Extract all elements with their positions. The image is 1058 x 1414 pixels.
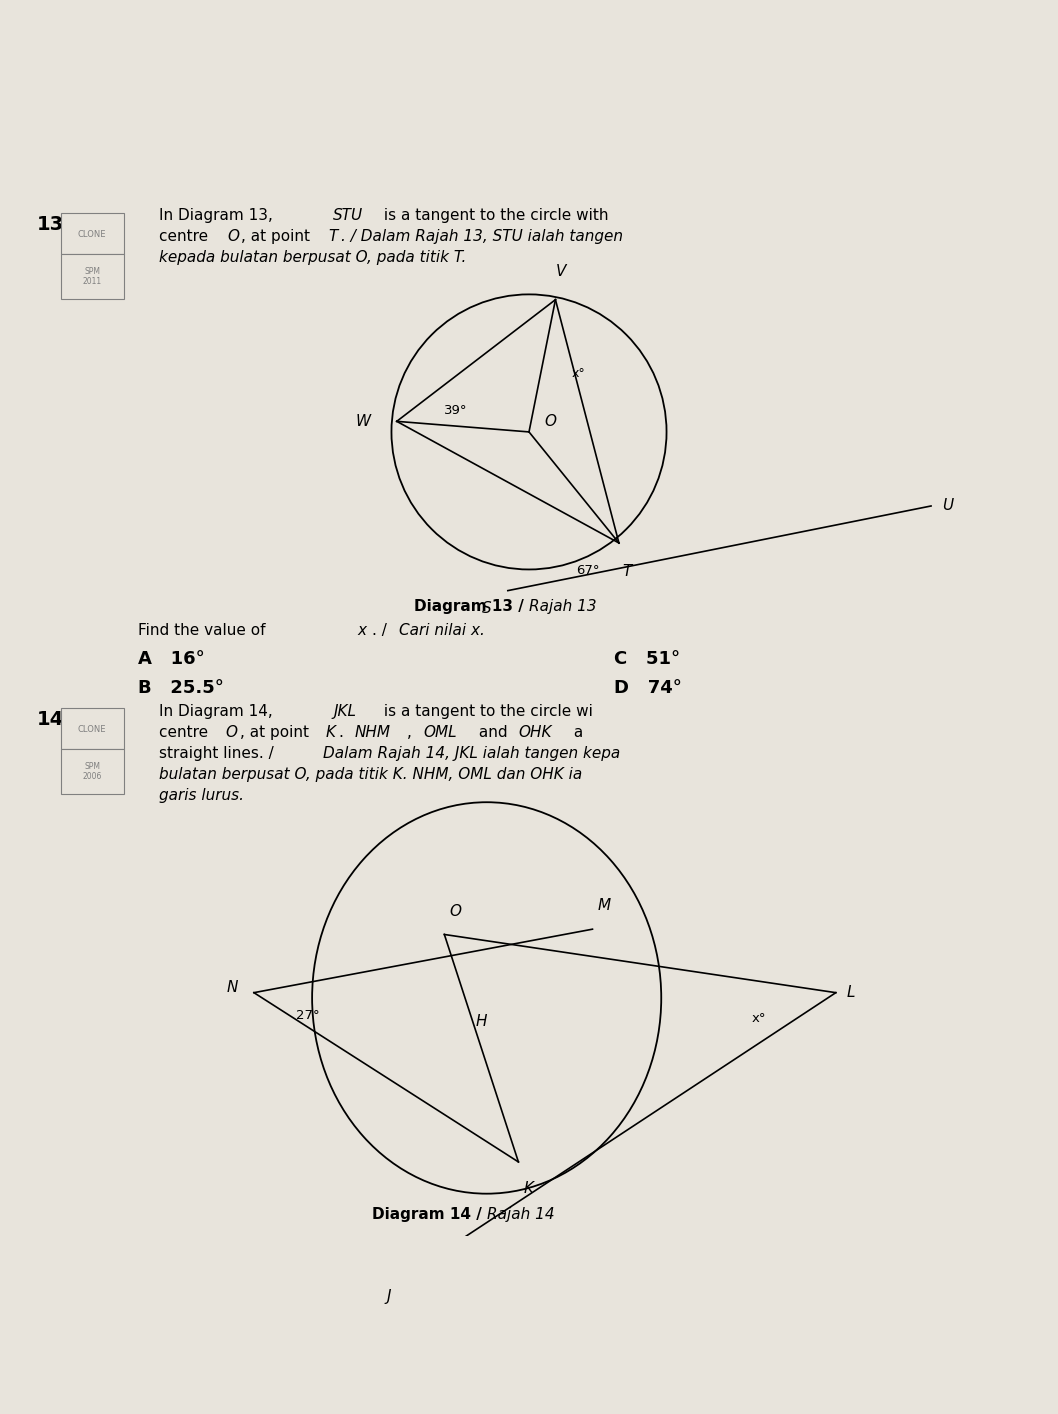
Text: N: N	[226, 980, 238, 995]
Text: Find the value of: Find the value of	[138, 624, 270, 638]
Text: . / Dalam Rajah 13, STU ialah tangen: . / Dalam Rajah 13, STU ialah tangen	[341, 229, 623, 243]
Text: T: T	[328, 229, 338, 243]
Text: x: x	[358, 624, 367, 638]
Text: Rajah 13: Rajah 13	[529, 600, 597, 614]
FancyBboxPatch shape	[61, 255, 124, 298]
Text: straight lines. /: straight lines. /	[159, 747, 278, 761]
Text: Cari nilai x.: Cari nilai x.	[399, 624, 485, 638]
Text: x°: x°	[751, 1011, 766, 1025]
Text: Diagram 14 /: Diagram 14 /	[371, 1208, 487, 1222]
Text: In Diagram 13,: In Diagram 13,	[159, 208, 277, 222]
Text: W: W	[355, 414, 370, 428]
Text: A   16°: A 16°	[138, 650, 204, 669]
Text: O: O	[545, 414, 557, 428]
Text: STU: STU	[333, 208, 363, 222]
Text: kepada bulatan berpusat O, pada titik T.: kepada bulatan berpusat O, pada titik T.	[159, 250, 467, 264]
Text: .: .	[339, 725, 348, 740]
Text: garis lurus.: garis lurus.	[159, 789, 243, 803]
Text: JKL: JKL	[333, 704, 357, 718]
Text: C   51°: C 51°	[614, 650, 679, 669]
Text: L: L	[846, 986, 855, 1000]
Text: centre: centre	[159, 725, 213, 740]
Text: CLONE: CLONE	[78, 229, 106, 239]
Text: OML: OML	[423, 725, 457, 740]
Text: 27°: 27°	[296, 1008, 320, 1021]
Text: Diagram 13 /: Diagram 13 /	[414, 600, 529, 614]
Text: . /: . /	[372, 624, 393, 638]
Text: ,: ,	[407, 725, 417, 740]
Text: 67°: 67°	[577, 564, 600, 577]
Text: H: H	[476, 1014, 487, 1029]
Text: Dalam Rajah 14, JKL ialah tangen kepa: Dalam Rajah 14, JKL ialah tangen kepa	[323, 747, 620, 761]
Text: S: S	[482, 601, 492, 617]
Text: J: J	[387, 1290, 391, 1304]
Text: , at point: , at point	[241, 229, 315, 243]
Text: O: O	[227, 229, 239, 243]
Text: SPM
2006: SPM 2006	[83, 762, 102, 782]
Text: Rajah 14: Rajah 14	[487, 1208, 554, 1222]
Text: CLONE: CLONE	[78, 725, 106, 734]
Text: centre: centre	[159, 229, 213, 243]
FancyBboxPatch shape	[61, 749, 124, 793]
Text: x°: x°	[571, 368, 585, 380]
Text: In Diagram 14,: In Diagram 14,	[159, 704, 277, 718]
Text: 14: 14	[37, 710, 65, 730]
Text: M: M	[598, 898, 610, 913]
Text: OHK: OHK	[518, 725, 552, 740]
Text: T: T	[623, 564, 632, 580]
Text: is a tangent to the circle with: is a tangent to the circle with	[379, 208, 608, 222]
Text: NHM: NHM	[354, 725, 390, 740]
Text: SPM
2011: SPM 2011	[83, 267, 102, 286]
Text: U: U	[942, 499, 953, 513]
Text: and: and	[474, 725, 512, 740]
Text: B   25.5°: B 25.5°	[138, 679, 223, 697]
Text: bulatan berpusat O, pada titik K. NHM, OML dan OHK ia: bulatan berpusat O, pada titik K. NHM, O…	[159, 768, 582, 782]
Text: O: O	[225, 725, 237, 740]
Text: K: K	[326, 725, 335, 740]
Text: K: K	[524, 1181, 534, 1196]
FancyBboxPatch shape	[61, 214, 124, 255]
Text: 13: 13	[37, 215, 65, 235]
Text: 39°: 39°	[444, 404, 468, 417]
Text: a: a	[569, 725, 583, 740]
Text: , at point: , at point	[240, 725, 314, 740]
Text: is a tangent to the circle wi: is a tangent to the circle wi	[379, 704, 592, 718]
FancyBboxPatch shape	[61, 708, 124, 749]
Text: V: V	[555, 263, 566, 279]
Text: O: O	[449, 904, 461, 919]
Text: D   74°: D 74°	[614, 679, 681, 697]
